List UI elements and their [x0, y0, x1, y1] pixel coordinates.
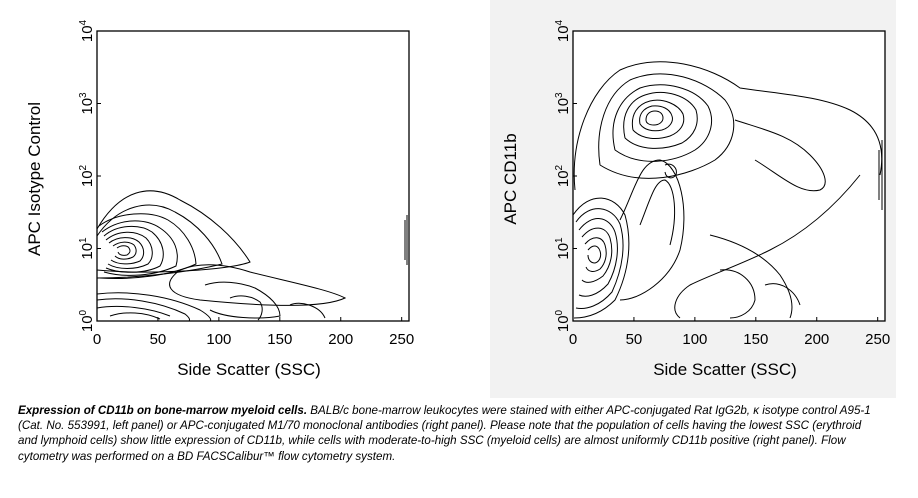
caption-title: Expression of CD11b on bone-marrow myelo… [18, 404, 308, 417]
contour-line [639, 179, 675, 246]
y-tick-base: 10 [555, 315, 572, 332]
figure-caption: Expression of CD11b on bone-marrow myelo… [18, 403, 878, 464]
contour-line [96, 190, 251, 273]
contour-line [631, 99, 685, 139]
contour-line [587, 245, 602, 264]
caption-body: BALB/c bone-marrow leukocytes were stain… [18, 404, 871, 463]
y-axis-title: APC CD11b [501, 133, 520, 224]
y-tick-label: 102 [554, 164, 572, 187]
y-tick-label: 100 [78, 309, 96, 332]
contour-line [719, 269, 756, 319]
contour-line [204, 281, 281, 319]
y-tick-label: 104 [554, 19, 572, 42]
contour-group [572, 61, 883, 319]
x-tick-label: 250 [865, 331, 890, 348]
x-tick-label: 200 [804, 331, 829, 348]
contour-line [623, 91, 698, 149]
contour-line [116, 245, 131, 256]
contour-line [674, 174, 861, 319]
contour-line [229, 295, 263, 321]
y-tick-exponent: 1 [78, 237, 89, 243]
x-tick-label: 50 [150, 331, 167, 348]
contour-line [98, 213, 197, 279]
y-tick-exponent: 4 [554, 19, 565, 25]
x-tick-label: 150 [267, 331, 292, 348]
y-tick-exponent: 3 [554, 92, 565, 98]
y-tick-base: 10 [79, 243, 96, 260]
contour-line [764, 283, 801, 306]
x-tick-label: 0 [93, 331, 101, 348]
x-tick-label: 250 [389, 331, 414, 348]
y-tick-base: 10 [79, 25, 96, 42]
contour-line [734, 119, 826, 192]
contour-line [103, 226, 164, 273]
contour-line [645, 110, 664, 126]
y-tick-label: 101 [78, 237, 96, 260]
contour-line [572, 197, 630, 319]
contour-line [575, 208, 624, 309]
x-tick-label: 0 [569, 331, 577, 348]
contour-line [584, 237, 607, 272]
contour-line [109, 312, 161, 320]
y-axis-title: APC Isotype Control [25, 102, 44, 256]
contour-line [96, 204, 223, 279]
contour-group [96, 190, 408, 322]
y-tick-exponent: 3 [78, 92, 89, 98]
x-tick-label: 150 [743, 331, 768, 348]
contour-line [598, 73, 735, 179]
contour-line [578, 218, 618, 297]
isotype-control-panel: 0 50 100 150 200 250 100 101 102 103 104 Side Scatt… [0, 0, 440, 398]
y-tick-label: 103 [554, 92, 572, 115]
y-tick-label: 101 [554, 237, 572, 260]
x-tick-label: 100 [682, 331, 707, 348]
y-tick-exponent: 0 [78, 309, 89, 315]
y-tick-exponent: 2 [554, 164, 565, 170]
contour-line [573, 61, 883, 191]
contour-line [169, 264, 347, 306]
contour-line [709, 234, 793, 319]
contour-line [112, 241, 137, 260]
plot-frame [572, 30, 886, 322]
contour-line [664, 163, 677, 179]
contour-line [96, 305, 171, 317]
y-tick-exponent: 0 [554, 309, 565, 315]
y-tick-base: 10 [79, 98, 96, 115]
x-axis-title: Side Scatter (SSC) [177, 360, 321, 379]
contour-line [101, 220, 178, 276]
y-tick-base: 10 [555, 170, 572, 187]
contour-line [639, 105, 673, 132]
y-tick-label: 100 [554, 309, 572, 332]
y-tick-exponent: 2 [78, 164, 89, 170]
contour-line [108, 237, 145, 265]
y-tick-base: 10 [555, 243, 572, 260]
contour-line [105, 231, 153, 269]
contour-line [581, 227, 613, 283]
y-tick-label: 102 [78, 164, 96, 187]
y-tick-exponent: 4 [78, 19, 89, 25]
contour-line [96, 292, 212, 322]
x-tick-label: 50 [626, 331, 643, 348]
y-tick-label: 104 [78, 19, 96, 42]
contour-line [612, 84, 712, 162]
contour-line [96, 298, 190, 322]
contour-line [289, 302, 326, 319]
x-tick-label: 100 [206, 331, 231, 348]
cd11b-panel: 0 50 100 150 200 250 100 101 102 103 104 Side Scatt… [490, 0, 896, 398]
contour-line [619, 159, 685, 301]
y-tick-label: 103 [78, 92, 96, 115]
y-tick-base: 10 [555, 98, 572, 115]
plot-frame [96, 30, 410, 322]
x-axis-title: Side Scatter (SSC) [653, 360, 797, 379]
y-tick-exponent: 1 [554, 237, 565, 243]
x-tick-label: 200 [328, 331, 353, 348]
y-tick-base: 10 [555, 25, 572, 42]
y-tick-base: 10 [79, 170, 96, 187]
y-tick-base: 10 [79, 315, 96, 332]
